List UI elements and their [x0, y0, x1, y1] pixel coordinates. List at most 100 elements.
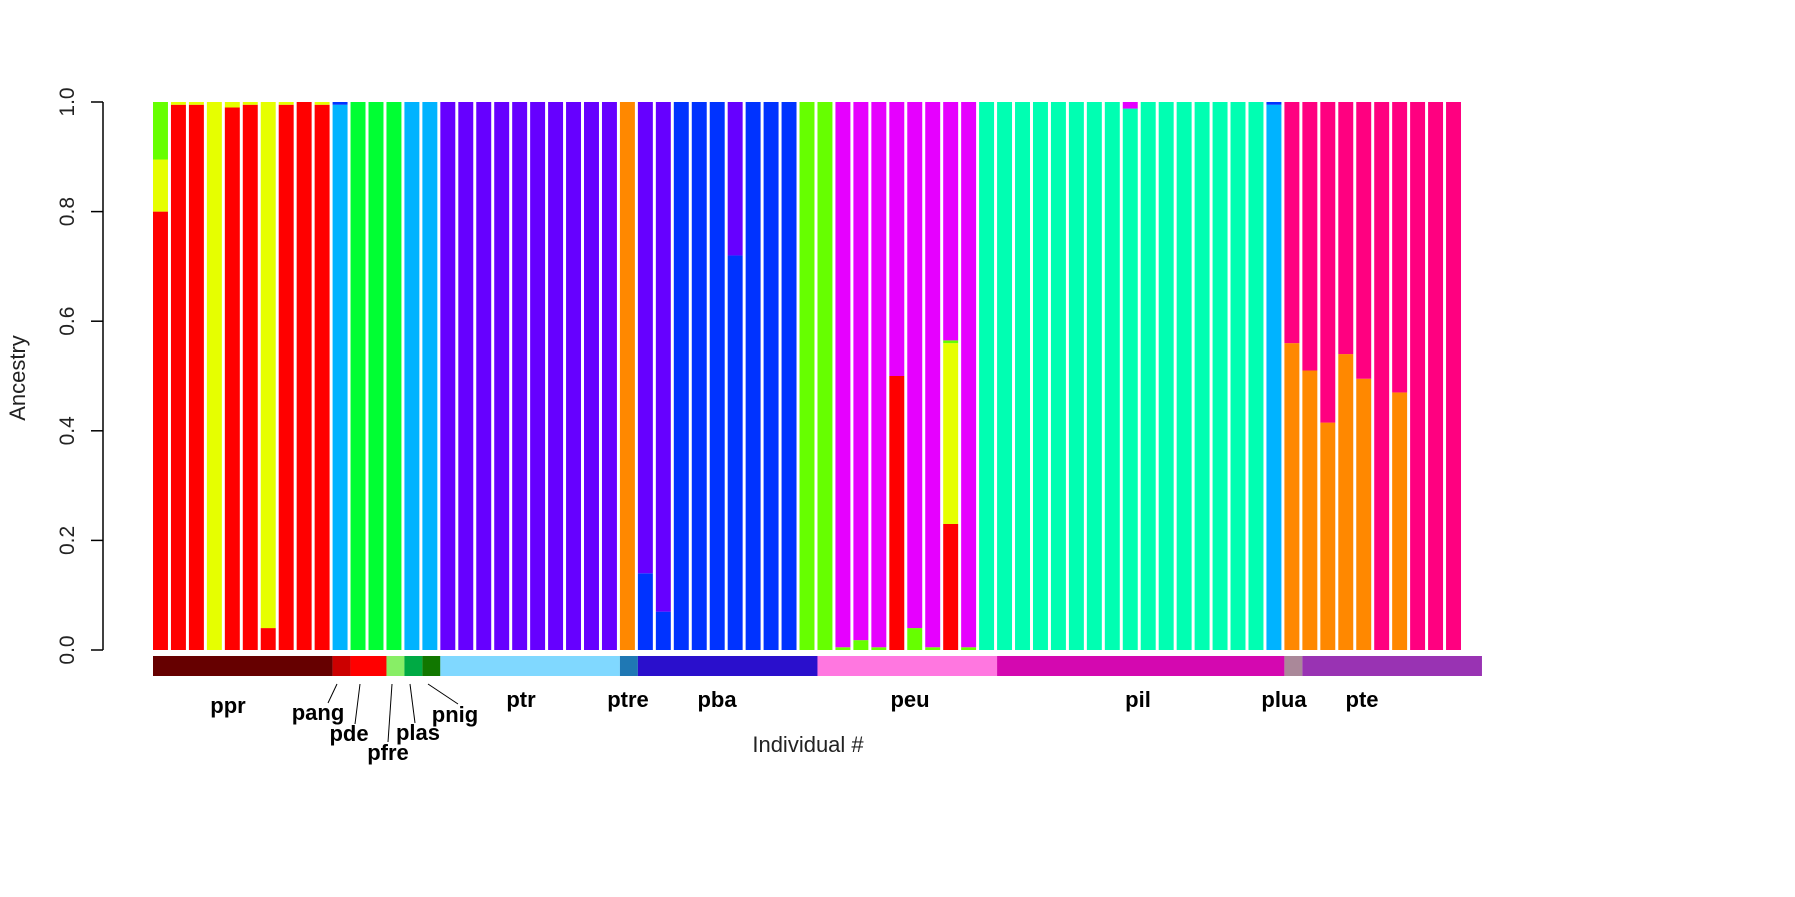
- bar-segment-45-0: [961, 647, 977, 650]
- y-axis: 0.0 0.2 0.4 0.6 0.8 1.0: [56, 87, 104, 665]
- label-leader-pang: [327, 683, 338, 704]
- bar-segment-44-2: [943, 340, 959, 344]
- bar-segment-44-3: [943, 102, 959, 341]
- bar-segment-27-1: [637, 102, 653, 574]
- population-block-plua: [1284, 656, 1303, 676]
- bar-segment-52-0: [1086, 102, 1102, 650]
- population-block-ppr: [153, 656, 333, 676]
- bar-segment-1-1: [170, 102, 186, 105]
- bar-segment-67-1: [1356, 102, 1372, 379]
- population-label-pba: pba: [697, 687, 737, 712]
- bar-segment-6-1: [260, 102, 276, 629]
- bar-segment-36-0: [799, 102, 815, 650]
- population-label-pang: pang: [292, 700, 345, 725]
- bar-segment-49-0: [1032, 102, 1048, 650]
- bar-segment-10-1: [332, 102, 348, 105]
- bar-segment-45-1: [961, 102, 977, 648]
- bar-segment-62-1: [1266, 102, 1282, 105]
- population-label-pnig: pnig: [432, 702, 478, 727]
- x-axis-title: Individual #: [752, 732, 864, 757]
- bar-segment-26-0: [619, 102, 635, 650]
- bar-segment-2-1: [188, 102, 204, 105]
- bar-segment-65-1: [1320, 102, 1336, 423]
- bar-segment-67-0: [1356, 378, 1372, 650]
- bar-segment-61-0: [1248, 102, 1264, 650]
- bar-segment-53-0: [1104, 102, 1120, 650]
- bar-segment-41-0: [889, 376, 905, 650]
- bar-segment-66-1: [1338, 102, 1354, 355]
- bar-segment-24-0: [584, 102, 599, 650]
- bar-segment-42-1: [907, 102, 923, 629]
- bar-segment-71-0: [1428, 102, 1444, 650]
- bar-segment-60-0: [1230, 102, 1246, 650]
- ancestry-bars: [153, 102, 1461, 651]
- bar-segment-50-0: [1050, 102, 1066, 650]
- bar-segment-17-0: [458, 102, 474, 650]
- bar-segment-42-0: [907, 628, 923, 650]
- bar-segment-33-0: [745, 102, 761, 650]
- bar-segment-11-0: [350, 102, 366, 650]
- bar-segment-15-0: [422, 102, 438, 650]
- bar-segment-64-1: [1302, 102, 1318, 371]
- bar-segment-7-1: [278, 102, 294, 105]
- population-block-pnig: [422, 656, 441, 676]
- bar-segment-59-0: [1212, 102, 1228, 650]
- bar-segment-51-0: [1068, 102, 1084, 650]
- bar-segment-3-0: [206, 102, 222, 650]
- bar-segment-48-0: [1015, 102, 1030, 650]
- bar-segment-31-0: [709, 102, 725, 650]
- population-label-ppr: ppr: [210, 693, 246, 718]
- bar-segment-16-0: [440, 102, 456, 650]
- bar-segment-58-0: [1194, 102, 1210, 650]
- bar-segment-66-0: [1338, 354, 1354, 650]
- y-tick-label-4: 0.8: [56, 197, 79, 226]
- bar-segment-62-0: [1266, 104, 1282, 651]
- bar-segment-56-0: [1158, 102, 1174, 650]
- bar-segment-18-0: [476, 102, 492, 650]
- bar-segment-55-0: [1140, 102, 1156, 650]
- population-label-pfre: pfre: [367, 740, 409, 765]
- y-tick-label-0: 0.0: [56, 635, 79, 664]
- bar-segment-63-0: [1284, 343, 1300, 650]
- y-tick-label-5: 1.0: [56, 87, 79, 116]
- label-leader-pfre: [387, 683, 393, 743]
- bar-segment-44-0: [943, 523, 959, 650]
- y-tick-label-3: 0.6: [56, 307, 79, 336]
- bar-segment-68-0: [1374, 102, 1390, 650]
- bar-segment-2-0: [188, 104, 204, 651]
- bar-segment-69-1: [1392, 102, 1408, 393]
- bar-segment-65-0: [1320, 422, 1336, 650]
- population-block-pfre: [386, 656, 405, 676]
- bar-segment-23-0: [566, 102, 582, 650]
- bar-segment-40-1: [871, 102, 887, 648]
- y-tick-label-2: 0.4: [56, 416, 79, 446]
- bar-segment-43-1: [925, 102, 941, 648]
- population-label-pde: pde: [329, 721, 368, 746]
- bar-segment-44-1: [943, 343, 959, 524]
- bar-segment-72-0: [1446, 102, 1461, 650]
- bar-segment-19-0: [494, 102, 510, 650]
- bar-segment-32-0: [727, 255, 743, 650]
- bar-segment-9-1: [314, 102, 330, 105]
- bar-segment-0-2: [153, 102, 168, 160]
- bar-segment-63-1: [1284, 102, 1300, 344]
- bar-segment-21-0: [530, 102, 546, 650]
- bar-segment-38-1: [835, 102, 851, 648]
- bar-segment-9-0: [314, 104, 330, 651]
- bar-segment-46-0: [979, 102, 995, 650]
- bar-segment-13-0: [386, 102, 402, 650]
- bar-segment-39-0: [853, 640, 869, 650]
- bar-segment-5-1: [242, 102, 258, 105]
- bar-segment-4-0: [224, 107, 240, 651]
- bar-segment-6-0: [260, 628, 276, 650]
- bar-segment-25-0: [601, 102, 617, 650]
- bar-segment-1-0: [170, 104, 186, 651]
- bar-segment-57-0: [1176, 102, 1192, 650]
- bar-segment-10-0: [332, 104, 348, 651]
- bar-segment-12-0: [368, 102, 384, 650]
- bar-segment-41-1: [889, 102, 905, 376]
- bar-segment-14-0: [404, 102, 420, 650]
- bar-segment-54-0: [1122, 108, 1138, 650]
